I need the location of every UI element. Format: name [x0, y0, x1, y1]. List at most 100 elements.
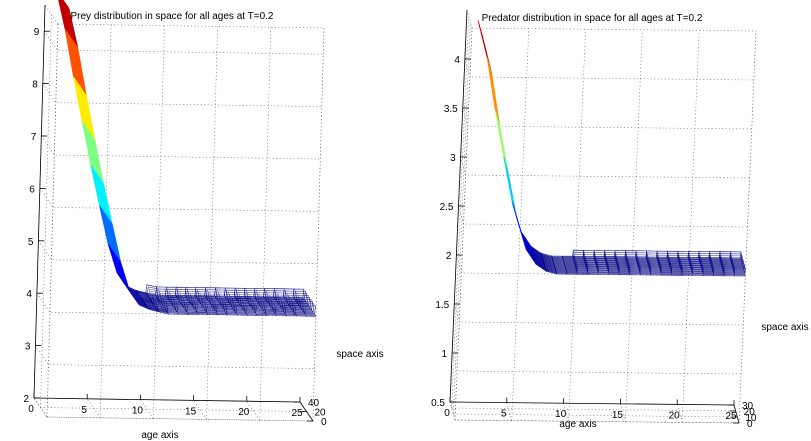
- surface-patch: [205, 311, 217, 313]
- surface-mesh: [477, 19, 746, 277]
- surface-patch: [238, 303, 251, 306]
- surface-patch: [670, 269, 682, 272]
- surface-patch: [678, 262, 690, 264]
- surface-patch: [647, 261, 659, 264]
- surface-patch: [255, 299, 268, 302]
- surface-patch: [551, 255, 563, 258]
- surface-patch: [227, 301, 240, 303]
- surface-patch: [284, 299, 297, 302]
- surface-patch: [583, 259, 596, 261]
- surface-patch: [572, 249, 585, 257]
- surface-patch: [163, 306, 175, 309]
- surface-patch: [681, 272, 693, 274]
- surface-patch: [637, 265, 650, 268]
- x-axis-label: age axis: [141, 430, 178, 441]
- surface-patch: [711, 266, 723, 269]
- surface-patch: [301, 310, 314, 313]
- surface-patch: [701, 270, 714, 272]
- surface-patch: [168, 300, 181, 302]
- surface-patch: [224, 311, 237, 314]
- surface-patch: [268, 303, 280, 306]
- surface-patch: [645, 257, 658, 260]
- z-tick-label: 2.5: [440, 202, 454, 213]
- x-axis-label: age axis: [559, 419, 596, 430]
- surface-patch: [184, 287, 197, 296]
- z-tick-label: 7: [31, 132, 37, 143]
- surface-patch: [255, 314, 268, 316]
- surface-patch: [583, 257, 595, 259]
- surface-patch: [273, 297, 286, 300]
- surface-patch: [215, 311, 227, 314]
- surface-patch: [235, 299, 248, 301]
- surface-patch: [607, 271, 620, 273]
- surface-patch: [285, 314, 297, 317]
- surface-patch: [637, 263, 649, 266]
- surface-patch: [733, 272, 746, 275]
- surface-patch: [214, 287, 226, 297]
- surface-patch: [626, 261, 638, 264]
- surface-patch: [603, 250, 616, 257]
- surface-patch: [730, 262, 743, 265]
- z-tick-label: 9: [34, 27, 40, 38]
- surface-patch: [275, 314, 288, 317]
- surface-patch: [669, 267, 682, 270]
- surface-patch: [656, 259, 669, 262]
- surface-patch: [606, 267, 619, 269]
- y-axis-label: space axis: [761, 322, 808, 333]
- surface-patch: [216, 298, 228, 301]
- surface-patch: [282, 288, 295, 298]
- x-tick-label: 5: [501, 409, 507, 420]
- surface-patch: [207, 300, 220, 303]
- surface-patch: [243, 288, 256, 297]
- surface-patch: [197, 300, 210, 303]
- surface-patch: [689, 264, 702, 266]
- surface-patch: [234, 311, 247, 314]
- surface-patch: [269, 305, 282, 308]
- surface-patch: [615, 261, 628, 264]
- surface-patch: [236, 313, 248, 316]
- surface-patch: [596, 269, 609, 271]
- surface-patch: [732, 266, 744, 269]
- surface-patch: [573, 258, 585, 261]
- surface-patch: [635, 259, 648, 262]
- surface-patch: [627, 265, 639, 268]
- surface-patch: [220, 305, 233, 307]
- surface-patch: [185, 310, 198, 313]
- surface-patch: [181, 304, 193, 307]
- surface-patch: [258, 303, 270, 306]
- surface-patch: [224, 296, 237, 299]
- surface-patch: [185, 296, 197, 298]
- surface-patch: [709, 260, 721, 263]
- surface-patch: [171, 304, 184, 307]
- surface-patch: [204, 296, 217, 299]
- z-tick-label: 8: [32, 80, 38, 91]
- y-tick-label: 40: [308, 398, 320, 409]
- surface-patch: [261, 307, 273, 310]
- surface-patch: [172, 306, 185, 309]
- surface-patch: [174, 308, 186, 311]
- surface-patch: [189, 302, 202, 305]
- surface-patch: [186, 298, 199, 301]
- surface-patch: [228, 303, 241, 305]
- surface-patch: [273, 312, 286, 314]
- surface-patch: [587, 273, 599, 275]
- z-tick-label: 5: [28, 237, 34, 248]
- surface-patch: [639, 273, 652, 276]
- surface-patch: [145, 284, 157, 296]
- z-tick-label: 2: [446, 251, 452, 262]
- surface-patch: [700, 266, 713, 268]
- surface-patch: [210, 304, 223, 307]
- x-tick-label: 15: [185, 406, 197, 417]
- surface-patch: [607, 269, 619, 271]
- surface-patch: [677, 260, 690, 262]
- surface-patch: [692, 274, 704, 276]
- surface-patch: [264, 312, 276, 314]
- surface-patch: [200, 304, 213, 307]
- z-tick-label: 0.5: [431, 398, 445, 409]
- y-tick-label: 30: [742, 401, 754, 412]
- surface-patch: [671, 273, 683, 276]
- surface-patch: [245, 299, 258, 301]
- surface-patch: [628, 269, 640, 272]
- surface-patch: [160, 302, 172, 304]
